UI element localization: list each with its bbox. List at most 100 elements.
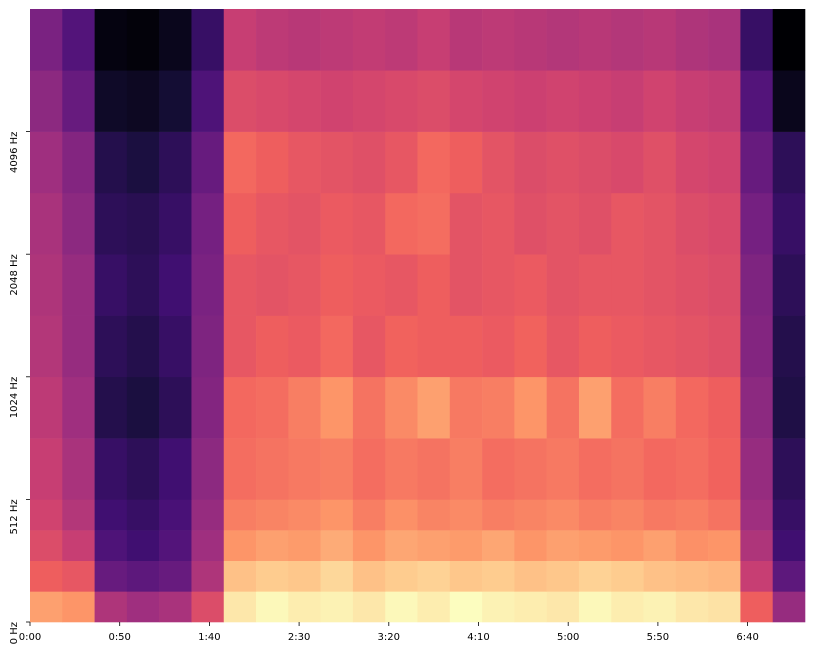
cell <box>352 192 386 255</box>
cell <box>30 9 63 71</box>
cell <box>546 560 580 592</box>
cell <box>611 560 644 592</box>
cell <box>385 530 418 561</box>
cell <box>675 70 709 132</box>
cell <box>191 530 225 561</box>
cell <box>482 499 515 531</box>
cell <box>320 376 354 439</box>
cell <box>514 9 547 71</box>
cell <box>417 70 451 132</box>
cell <box>320 499 354 531</box>
cell <box>772 315 806 378</box>
cell <box>352 70 386 132</box>
cell <box>708 9 741 71</box>
x-tick-label: 6:40 <box>736 632 758 643</box>
cell <box>578 315 612 378</box>
cell <box>546 438 580 500</box>
cell <box>256 530 289 561</box>
cell <box>675 438 709 500</box>
cell <box>643 438 677 500</box>
cell <box>643 9 677 71</box>
cell <box>611 254 644 316</box>
cell <box>578 70 612 132</box>
cell <box>191 499 225 531</box>
cell <box>223 438 257 500</box>
cell <box>159 499 192 531</box>
cell <box>94 70 128 132</box>
cell <box>740 315 774 378</box>
cell <box>482 315 515 378</box>
y-tick-label: 0 Hz <box>9 622 20 644</box>
cell <box>740 499 774 531</box>
cell <box>675 560 709 592</box>
cell <box>578 438 612 500</box>
cell <box>514 499 547 531</box>
cell <box>159 131 192 194</box>
cell <box>546 530 580 561</box>
cell <box>94 591 128 623</box>
cell <box>62 315 95 378</box>
cell <box>159 70 192 132</box>
cell <box>675 254 709 316</box>
heatmap <box>30 9 806 623</box>
cell <box>352 499 386 531</box>
cell <box>514 131 547 194</box>
cell <box>449 315 483 378</box>
cell <box>62 131 95 194</box>
cell <box>30 70 63 132</box>
cell <box>546 131 580 194</box>
cell <box>30 192 63 255</box>
cell <box>772 499 806 531</box>
cell <box>482 560 515 592</box>
cell <box>482 192 515 255</box>
cell <box>288 499 321 531</box>
cell <box>643 192 677 255</box>
cell <box>159 530 192 561</box>
cell <box>449 131 483 194</box>
cell <box>740 376 774 439</box>
cell <box>256 131 289 194</box>
cell <box>30 131 63 194</box>
cell <box>256 591 289 623</box>
cell <box>417 254 451 316</box>
cell <box>256 9 289 71</box>
cell <box>94 131 128 194</box>
cell <box>191 192 225 255</box>
cell <box>675 376 709 439</box>
cell <box>320 131 354 194</box>
cell <box>417 499 451 531</box>
cell <box>126 438 160 500</box>
cell <box>223 131 257 194</box>
cell <box>675 530 709 561</box>
cell <box>772 591 806 623</box>
cell <box>772 131 806 194</box>
cell <box>288 131 321 194</box>
cell <box>223 376 257 439</box>
cell <box>288 9 321 71</box>
cell <box>449 530 483 561</box>
cell <box>159 9 192 71</box>
cell <box>30 376 63 439</box>
cell <box>482 591 515 623</box>
cell <box>288 591 321 623</box>
cell <box>94 254 128 316</box>
cell <box>62 438 95 500</box>
cell <box>94 530 128 561</box>
cell <box>643 254 677 316</box>
cell <box>772 376 806 439</box>
cell <box>611 499 644 531</box>
cell <box>449 9 483 71</box>
cell <box>30 254 63 316</box>
cell <box>191 315 225 378</box>
cell <box>546 254 580 316</box>
cell <box>482 376 515 439</box>
cell <box>352 591 386 623</box>
cell <box>256 315 289 378</box>
cell <box>30 315 63 378</box>
cell <box>256 438 289 500</box>
cell <box>126 591 160 623</box>
cell <box>578 499 612 531</box>
x-tick-label: 1:40 <box>198 632 220 643</box>
cell <box>352 560 386 592</box>
cell <box>708 438 741 500</box>
